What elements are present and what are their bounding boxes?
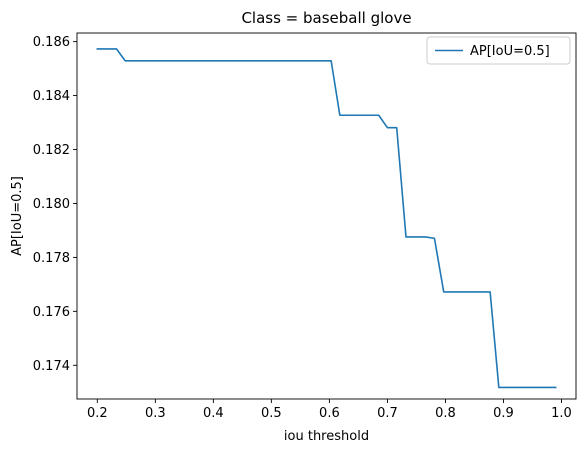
y-tick-label: 0.176 (33, 305, 70, 320)
chart-title: Class = baseball glove (241, 9, 411, 27)
x-tick-label: 0.2 (87, 406, 108, 421)
series-line-0 (96, 48, 557, 389)
y-tick-label: 0.180 (33, 197, 70, 212)
plot-area: 0.2 0.3 0.4 0.5 0.6 0.7 0.8 0.9 1.0 0.174 0.176 0.1… (33, 32, 577, 421)
y-tick-label: 0.186 (33, 35, 70, 50)
x-tick-label: 0.3 (145, 406, 166, 421)
x-axis-label: iou threshold (284, 429, 369, 444)
axes-frame (76, 32, 577, 400)
legend-box (426, 36, 571, 65)
x-tick-label: 0.5 (261, 406, 282, 421)
x-tick-label: 0.9 (493, 406, 514, 421)
y-tick-label: 0.182 (33, 143, 70, 158)
legend-label: AP[IoU=0.5] (470, 44, 550, 59)
y-axis-label: AP[IoU=0.5] (10, 176, 25, 256)
x-tick-label: 0.6 (319, 406, 340, 421)
y-tick-label: 0.184 (33, 89, 70, 104)
y-tick-label: 0.178 (33, 251, 70, 266)
y-tick-label: 0.174 (33, 359, 70, 374)
x-tick-label: 0.7 (377, 406, 398, 421)
legend: AP[IoU=0.5] (426, 36, 571, 65)
x-tick-label: 0.8 (435, 406, 456, 421)
x-tick-label: 0.4 (203, 406, 224, 421)
x-tick-label: 1.0 (551, 406, 572, 421)
